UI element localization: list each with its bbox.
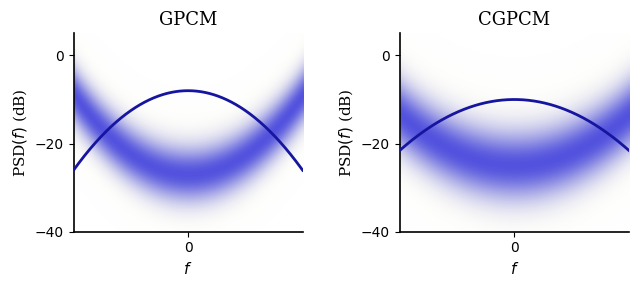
Y-axis label: PSD$(f)$ (dB): PSD$(f)$ (dB) (11, 88, 29, 177)
X-axis label: $f$: $f$ (509, 261, 519, 277)
X-axis label: $f$: $f$ (184, 261, 193, 277)
Title: CGPCM: CGPCM (478, 11, 550, 29)
Title: GPCM: GPCM (159, 11, 217, 29)
Y-axis label: PSD$(f)$ (dB): PSD$(f)$ (dB) (337, 88, 355, 177)
